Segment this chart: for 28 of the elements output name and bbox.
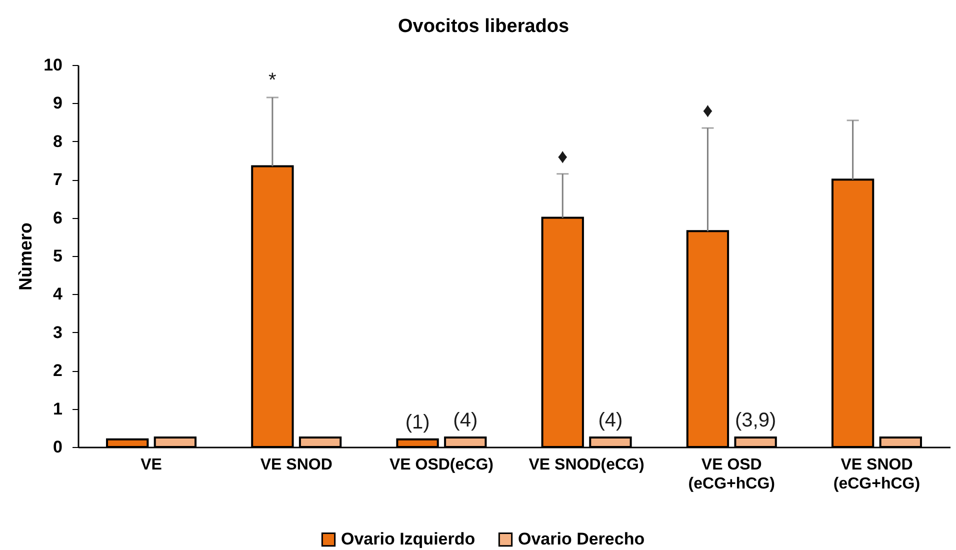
annotation: ♦ — [702, 100, 713, 122]
x-tick-label: VE — [140, 456, 162, 474]
y-tick-label: 0 — [53, 438, 62, 456]
y-tick-label: 5 — [53, 246, 62, 266]
y-tick-label: 3 — [53, 322, 62, 342]
x-tick-label: VE SNOD(eCG) — [528, 456, 644, 474]
x-tick-label: VE SNOD — [260, 456, 332, 474]
x-tick-label: VE OSD(eCG) — [389, 456, 494, 474]
y-tick-label: 9 — [53, 94, 62, 113]
x-tick-label: VE SNOD (eCG+hCG) — [833, 456, 920, 492]
x-tick-label: VE OSD (eCG+hCG) — [688, 456, 775, 492]
annotation: (1) — [405, 411, 430, 434]
legend-label: Ovario Derecho — [518, 530, 645, 549]
y-tick-label: 1 — [53, 399, 62, 418]
y-tick-label: 7 — [53, 170, 62, 190]
y-tick-label: 6 — [53, 208, 62, 228]
chart-title: Ovocitos liberados — [398, 16, 570, 37]
y-axis-title: Nùmero — [16, 222, 36, 291]
y-tick-label: 4 — [53, 284, 64, 304]
y-tick-label: 8 — [53, 132, 62, 151]
annotation: ♦ — [558, 146, 568, 168]
y-tick-label: 10 — [44, 56, 62, 74]
annotation: (4) — [598, 409, 623, 432]
annotation: (3,9) — [734, 409, 776, 432]
y-tick-label: 2 — [53, 361, 62, 380]
annotation: (4) — [453, 409, 478, 432]
annotation: * — [268, 69, 277, 92]
legend-label: Ovario Izquierdo — [341, 530, 476, 549]
